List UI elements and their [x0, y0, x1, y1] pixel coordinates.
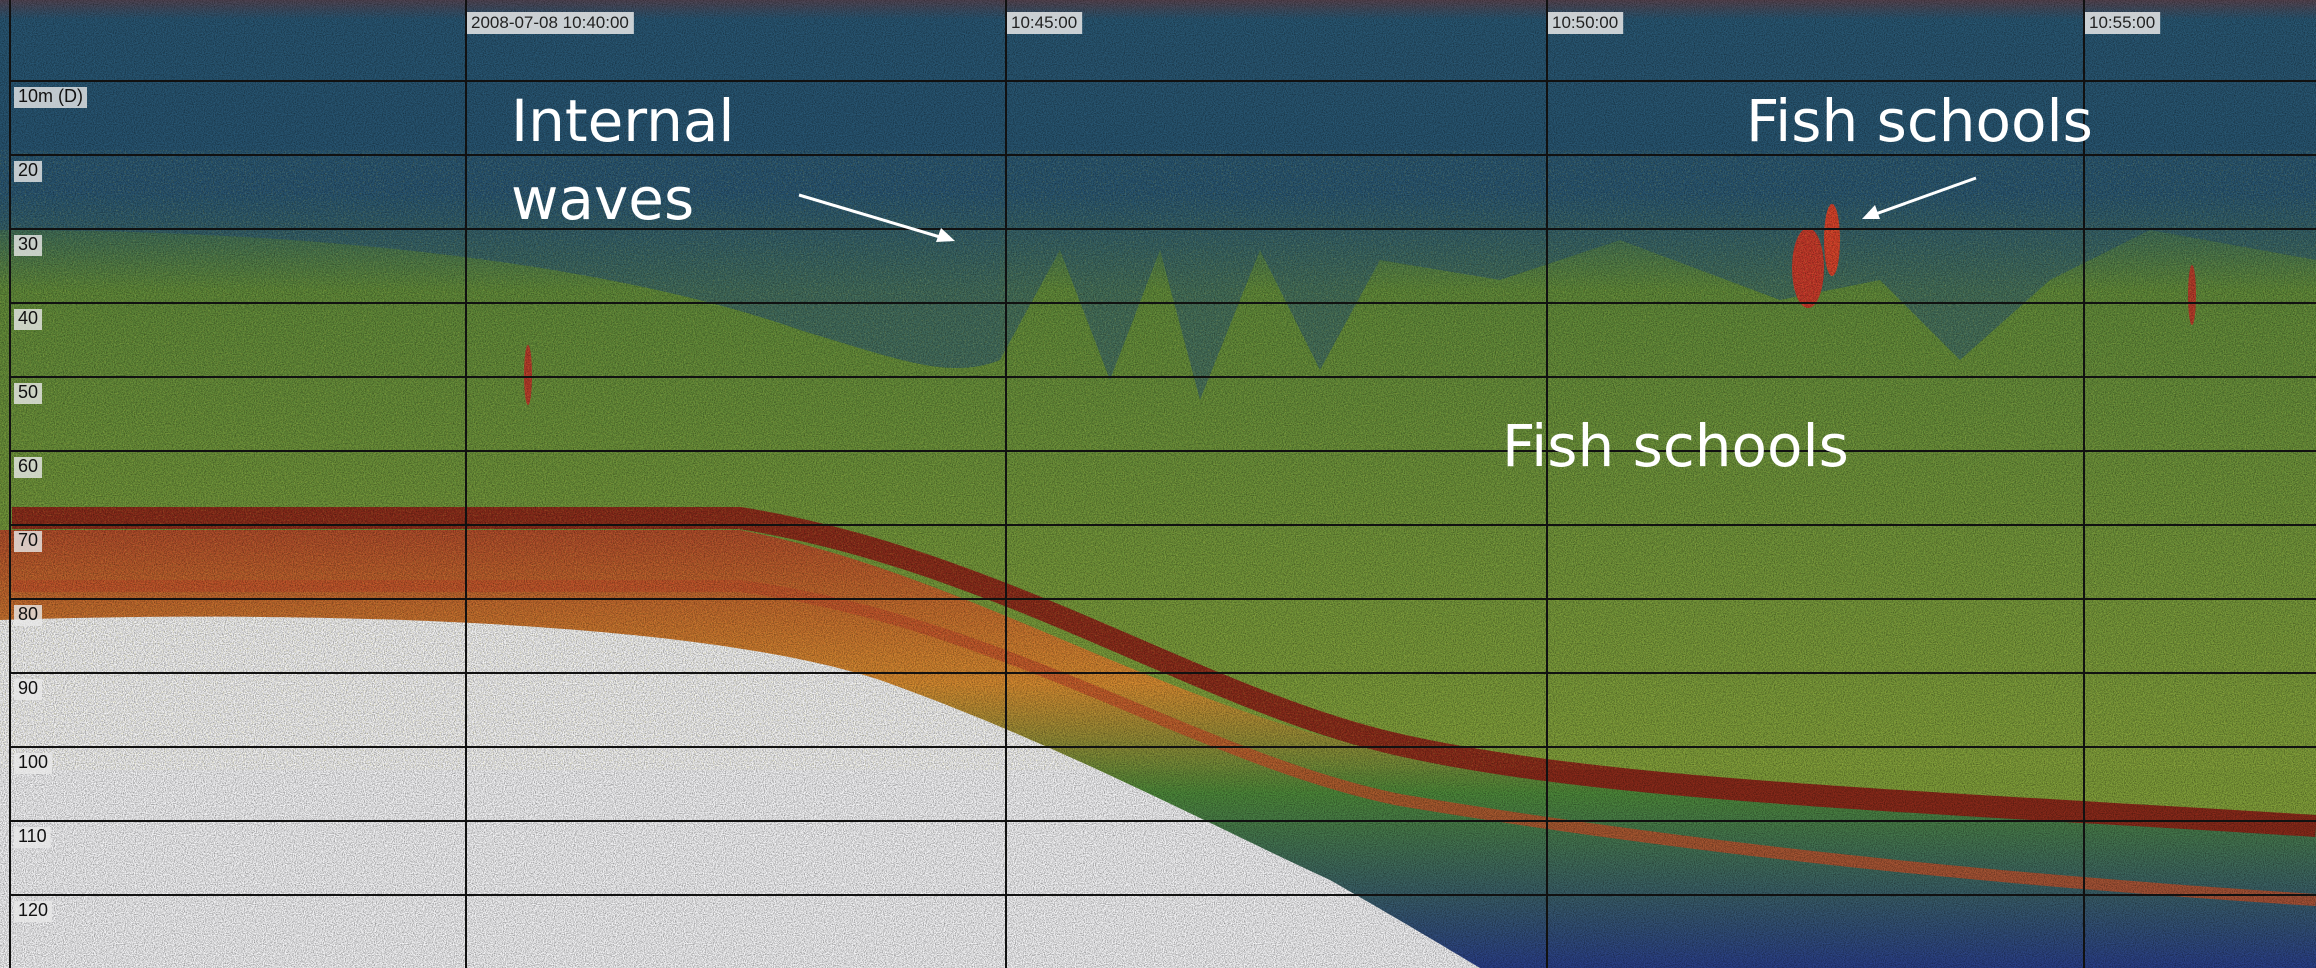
depth-label: 80 [18, 604, 38, 624]
depth-label: 30 [18, 234, 38, 254]
timestamp: 2008-07-08 10:40:00 [471, 13, 629, 32]
depth-label: 20 [18, 160, 38, 180]
timestamp: 10:55:00 [2089, 13, 2155, 32]
annotation: Fish schools [1746, 87, 2093, 155]
timestamp: 10:45:00 [1011, 13, 1077, 32]
depth-label: 60 [18, 456, 38, 476]
echogram: 2008-07-08 10:40:00 10:45:00 10:50:00 10:55… [0, 0, 2316, 968]
depth-label: 120 [18, 900, 48, 920]
depth-label: 40 [18, 308, 38, 328]
depth-label: 70 [18, 530, 38, 550]
annotation: waves [511, 165, 694, 233]
page: 2008-07-08 10:40:00 10:45:00 10:50:00 10:55… [0, 0, 2316, 968]
depth-label: 100 [18, 752, 48, 772]
noise-texture [0, 150, 2316, 770]
depth-label: 110 [18, 826, 47, 846]
timestamp: 10:50:00 [1552, 13, 1618, 32]
depth-label: 50 [18, 382, 38, 402]
depth-label: 90 [18, 678, 38, 698]
annotation: Fish schools [1502, 412, 1849, 480]
depth-label: 10m (D) [18, 86, 83, 106]
annotation: Internal [511, 87, 735, 155]
